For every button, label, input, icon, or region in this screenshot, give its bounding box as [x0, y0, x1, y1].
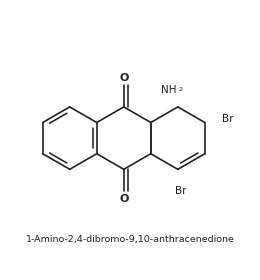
Text: NH: NH	[161, 85, 176, 95]
Text: 1-Amino-2,4-dibromo-9,10-anthracenedione: 1-Amino-2,4-dibromo-9,10-anthracenedione	[25, 235, 235, 244]
Text: O: O	[119, 194, 128, 204]
Text: O: O	[119, 73, 128, 83]
Text: Br: Br	[175, 186, 187, 197]
Text: Br: Br	[222, 115, 233, 124]
Text: $_2$: $_2$	[178, 85, 183, 94]
